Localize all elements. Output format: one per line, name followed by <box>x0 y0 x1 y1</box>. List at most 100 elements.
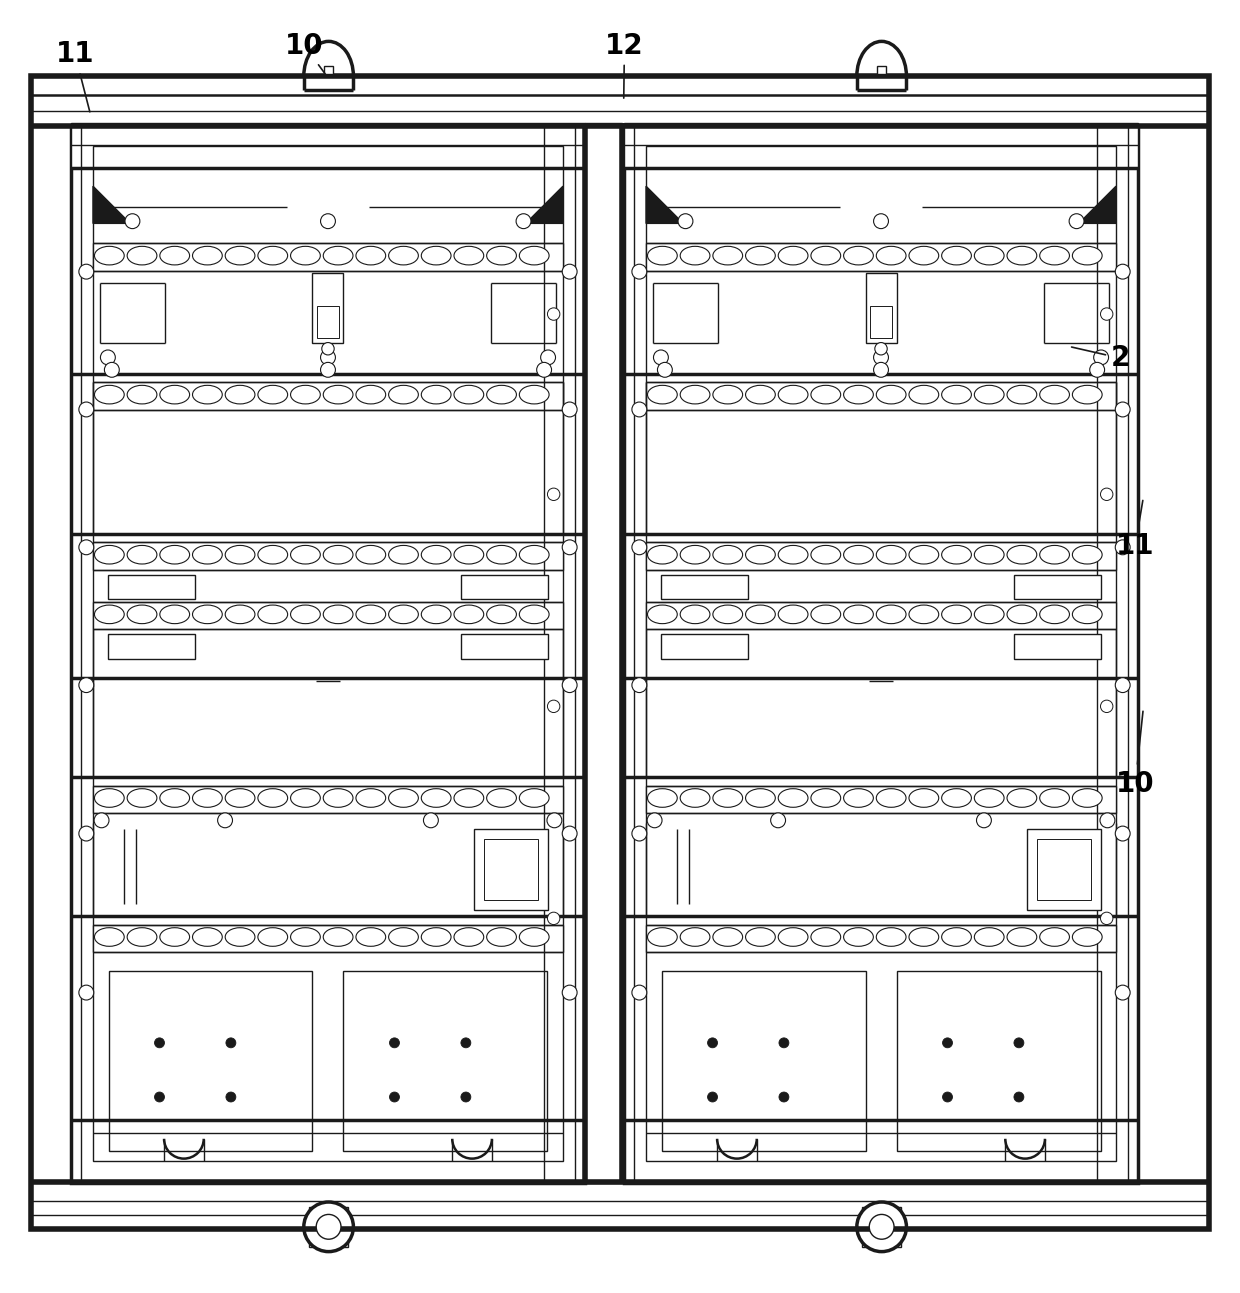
Circle shape <box>1115 985 1130 999</box>
Circle shape <box>1115 402 1130 416</box>
Circle shape <box>79 540 94 555</box>
Ellipse shape <box>324 385 353 403</box>
Bar <box>646 383 1116 410</box>
Circle shape <box>632 826 647 840</box>
Ellipse shape <box>94 247 124 265</box>
Ellipse shape <box>745 605 775 623</box>
Bar <box>897 971 1101 1151</box>
Bar <box>646 146 1116 1161</box>
Circle shape <box>632 985 647 999</box>
Ellipse shape <box>1073 927 1102 946</box>
Circle shape <box>562 985 577 999</box>
Ellipse shape <box>843 546 873 564</box>
Ellipse shape <box>745 927 775 946</box>
Ellipse shape <box>877 385 906 403</box>
Circle shape <box>1101 700 1114 712</box>
Circle shape <box>226 1038 236 1047</box>
Ellipse shape <box>454 927 484 946</box>
Ellipse shape <box>941 789 971 807</box>
Ellipse shape <box>647 247 677 265</box>
Ellipse shape <box>811 605 841 623</box>
Circle shape <box>632 678 647 693</box>
Ellipse shape <box>388 546 418 564</box>
Ellipse shape <box>811 247 841 265</box>
Ellipse shape <box>713 385 743 403</box>
Bar <box>93 243 563 270</box>
Circle shape <box>869 1214 894 1239</box>
Ellipse shape <box>388 605 418 623</box>
Ellipse shape <box>160 247 190 265</box>
Circle shape <box>320 350 335 365</box>
Ellipse shape <box>745 546 775 564</box>
Ellipse shape <box>843 605 873 623</box>
Circle shape <box>1069 213 1084 229</box>
Circle shape <box>516 213 531 229</box>
Ellipse shape <box>779 789 808 807</box>
Bar <box>317 306 339 337</box>
Ellipse shape <box>1039 247 1069 265</box>
Ellipse shape <box>1007 247 1037 265</box>
Circle shape <box>547 487 560 500</box>
Circle shape <box>942 1093 952 1102</box>
Bar <box>862 1206 901 1246</box>
Ellipse shape <box>1007 605 1037 623</box>
Ellipse shape <box>94 605 124 623</box>
Ellipse shape <box>160 605 190 623</box>
Ellipse shape <box>1073 605 1102 623</box>
Circle shape <box>1115 826 1130 840</box>
Ellipse shape <box>941 605 971 623</box>
Circle shape <box>657 362 672 378</box>
Ellipse shape <box>454 247 484 265</box>
Ellipse shape <box>941 927 971 946</box>
Text: 11: 11 <box>56 40 94 112</box>
Ellipse shape <box>290 605 320 623</box>
Ellipse shape <box>422 927 451 946</box>
Ellipse shape <box>94 385 124 403</box>
Ellipse shape <box>356 247 386 265</box>
Ellipse shape <box>356 927 386 946</box>
Ellipse shape <box>324 605 353 623</box>
Ellipse shape <box>486 546 516 564</box>
Circle shape <box>155 1038 165 1047</box>
Circle shape <box>562 264 577 279</box>
Ellipse shape <box>94 546 124 564</box>
Ellipse shape <box>422 605 451 623</box>
Ellipse shape <box>647 789 677 807</box>
Ellipse shape <box>745 247 775 265</box>
Ellipse shape <box>290 247 320 265</box>
Circle shape <box>423 813 439 828</box>
Ellipse shape <box>422 789 451 807</box>
Circle shape <box>79 264 94 279</box>
Circle shape <box>562 826 577 840</box>
Circle shape <box>547 308 560 321</box>
Ellipse shape <box>975 546 1004 564</box>
Bar <box>461 574 548 600</box>
Ellipse shape <box>843 385 873 403</box>
Ellipse shape <box>779 927 808 946</box>
Circle shape <box>632 402 647 416</box>
Ellipse shape <box>160 546 190 564</box>
Ellipse shape <box>909 385 939 403</box>
Ellipse shape <box>128 605 157 623</box>
Circle shape <box>155 1093 165 1102</box>
Bar <box>93 543 563 570</box>
Ellipse shape <box>192 927 222 946</box>
Circle shape <box>320 362 335 378</box>
Ellipse shape <box>909 247 939 265</box>
Ellipse shape <box>454 546 484 564</box>
Circle shape <box>779 1093 789 1102</box>
Ellipse shape <box>811 927 841 946</box>
Ellipse shape <box>388 927 418 946</box>
Ellipse shape <box>486 789 516 807</box>
Ellipse shape <box>388 789 418 807</box>
Ellipse shape <box>226 385 255 403</box>
Ellipse shape <box>486 385 516 403</box>
Ellipse shape <box>1073 789 1102 807</box>
Bar <box>93 786 563 813</box>
Bar <box>585 123 622 1183</box>
Circle shape <box>647 813 662 828</box>
Ellipse shape <box>713 789 743 807</box>
Ellipse shape <box>1039 385 1069 403</box>
Ellipse shape <box>258 927 288 946</box>
Circle shape <box>304 1202 353 1252</box>
